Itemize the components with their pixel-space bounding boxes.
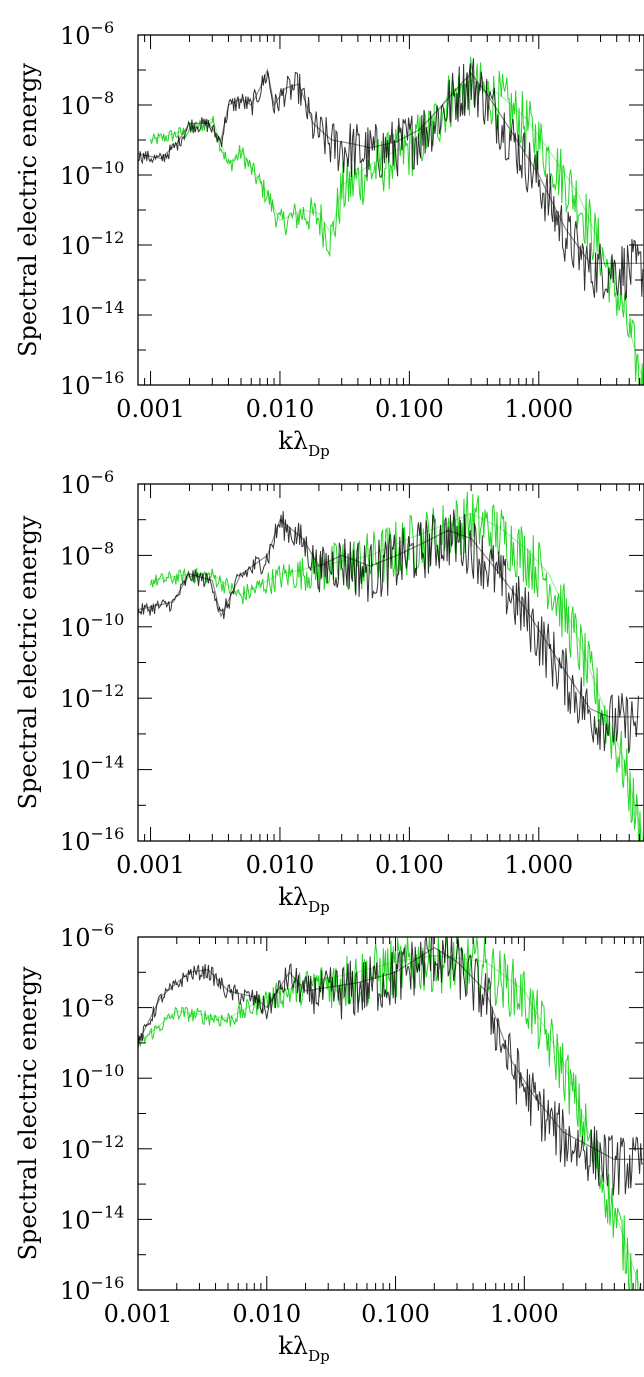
x-tick-label: 0.100 xyxy=(375,851,444,879)
x-tick-label: 0.010 xyxy=(232,1300,301,1328)
y-tick-base: 10 xyxy=(60,162,91,190)
series-envelope-1 xyxy=(138,946,644,1160)
y-tick-label: 10−14 xyxy=(60,298,124,330)
y-tick-exponent: −14 xyxy=(91,753,125,772)
x-tick-label: 0.100 xyxy=(361,1300,430,1328)
series-line-2 xyxy=(150,491,644,841)
x-tick-label: 0.001 xyxy=(116,395,185,423)
y-tick-base: 10 xyxy=(60,828,91,856)
y-tick-base: 10 xyxy=(60,995,91,1023)
y-tick-exponent: −14 xyxy=(91,298,125,317)
y-tick-base: 10 xyxy=(60,1277,91,1305)
y-tick-label: 10−6 xyxy=(60,920,114,952)
y-tick-exponent: −14 xyxy=(91,1202,125,1221)
x-axis-title: kλDp xyxy=(278,883,329,916)
y-tick-base: 10 xyxy=(60,542,91,570)
chart-panel-1: 0.001 0.010 0.100 1.00010−1610−1410−1210−10… xyxy=(14,18,644,460)
y-tick-base: 10 xyxy=(60,924,91,952)
y-tick-exponent: −10 xyxy=(91,158,125,177)
x-tick-label: 0.010 xyxy=(246,395,315,423)
y-tick-base: 10 xyxy=(60,232,91,260)
y-tick-exponent: −12 xyxy=(91,1132,125,1151)
y-tick-base: 10 xyxy=(60,757,91,785)
series-envelope-1 xyxy=(138,518,640,718)
series-line-1 xyxy=(138,58,644,301)
x-axis-title-subscript: Dp xyxy=(308,442,330,460)
y-tick-base: 10 xyxy=(60,22,91,50)
y-tick-base: 10 xyxy=(60,614,91,642)
y-tick-exponent: −16 xyxy=(91,1273,125,1292)
series-group xyxy=(138,937,644,1290)
series-line-1 xyxy=(138,937,644,1196)
series-line-2 xyxy=(150,56,644,385)
y-tick-exponent: −8 xyxy=(91,538,115,557)
series-envelope-2 xyxy=(138,954,642,1290)
y-tick-base: 10 xyxy=(60,372,91,400)
series-envelope-1 xyxy=(138,67,644,264)
y-tick-label: 10−12 xyxy=(60,228,124,260)
y-tick-label: 10−6 xyxy=(60,18,114,50)
y-tick-exponent: −6 xyxy=(91,18,115,37)
x-axis-title: kλDp xyxy=(278,1332,329,1365)
x-tick-label: 0.001 xyxy=(116,851,185,879)
chart-panel-2: 0.001 0.010 0.100 1.00010−1610−1410−1210−10… xyxy=(14,467,644,916)
y-tick-exponent: −16 xyxy=(91,824,125,843)
y-axis-title: Spectral electric energy xyxy=(14,966,42,1260)
series-envelope-2 xyxy=(150,79,644,385)
x-axis-title-subscript: Dp xyxy=(308,1347,330,1365)
y-tick-label: 10−10 xyxy=(60,610,124,642)
chart-panel-3: 0.001 0.010 0.100 1.00010−1610−1410−1210−10… xyxy=(14,920,644,1365)
x-axis-title-main: kλ xyxy=(278,1332,308,1360)
y-tick-exponent: −6 xyxy=(91,467,115,486)
y-tick-label: 10−16 xyxy=(60,824,124,856)
series-group xyxy=(138,56,644,385)
plot-frame xyxy=(137,34,644,386)
x-tick-label: 0.100 xyxy=(375,395,444,423)
y-tick-label: 10−10 xyxy=(60,1061,124,1093)
y-tick-base: 10 xyxy=(60,471,91,499)
y-axis-title: Spectral electric energy xyxy=(14,63,42,357)
y-tick-base: 10 xyxy=(60,92,91,120)
y-tick-base: 10 xyxy=(60,1136,91,1164)
y-tick-label: 10−14 xyxy=(60,753,124,785)
series-line-1 xyxy=(138,509,639,754)
x-tick-label: 1.000 xyxy=(490,1300,559,1328)
y-tick-exponent: −8 xyxy=(91,991,115,1010)
y-tick-label: 10−14 xyxy=(60,1202,124,1234)
y-tick-exponent: −10 xyxy=(91,1061,125,1080)
y-tick-base: 10 xyxy=(60,302,91,330)
y-tick-label: 10−16 xyxy=(60,368,124,400)
y-tick-base: 10 xyxy=(60,1206,91,1234)
x-tick-label: 1.000 xyxy=(504,851,573,879)
x-axis-title-main: kλ xyxy=(278,427,308,455)
series-line-2 xyxy=(138,937,641,1290)
y-tick-exponent: −12 xyxy=(91,681,125,700)
y-tick-exponent: −6 xyxy=(91,920,115,939)
y-axis-title: Spectral electric energy xyxy=(14,515,42,809)
y-tick-exponent: −12 xyxy=(91,228,125,247)
y-tick-label: 10−8 xyxy=(60,991,114,1023)
y-tick-label: 10−12 xyxy=(60,1132,124,1164)
y-tick-base: 10 xyxy=(60,1065,91,1093)
y-tick-exponent: −16 xyxy=(91,368,125,387)
y-tick-base: 10 xyxy=(60,685,91,713)
x-axis-title: kλDp xyxy=(278,427,329,460)
x-tick-label: 0.001 xyxy=(104,1300,173,1328)
x-tick-label: 0.010 xyxy=(246,851,315,879)
y-tick-exponent: −8 xyxy=(91,88,115,107)
x-axis-title-subscript: Dp xyxy=(308,898,330,916)
y-tick-label: 10−6 xyxy=(60,467,114,499)
plot-frame xyxy=(137,936,644,1291)
y-tick-label: 10−16 xyxy=(60,1273,124,1305)
y-tick-exponent: −10 xyxy=(91,610,125,629)
series-group xyxy=(138,491,644,841)
y-tick-label: 10−10 xyxy=(60,158,124,190)
y-tick-label: 10−12 xyxy=(60,681,124,713)
y-tick-label: 10−8 xyxy=(60,88,114,120)
series-envelope-2 xyxy=(150,512,644,841)
y-tick-label: 10−8 xyxy=(60,538,114,570)
x-axis-title-main: kλ xyxy=(278,883,308,911)
x-tick-label: 1.000 xyxy=(504,395,573,423)
